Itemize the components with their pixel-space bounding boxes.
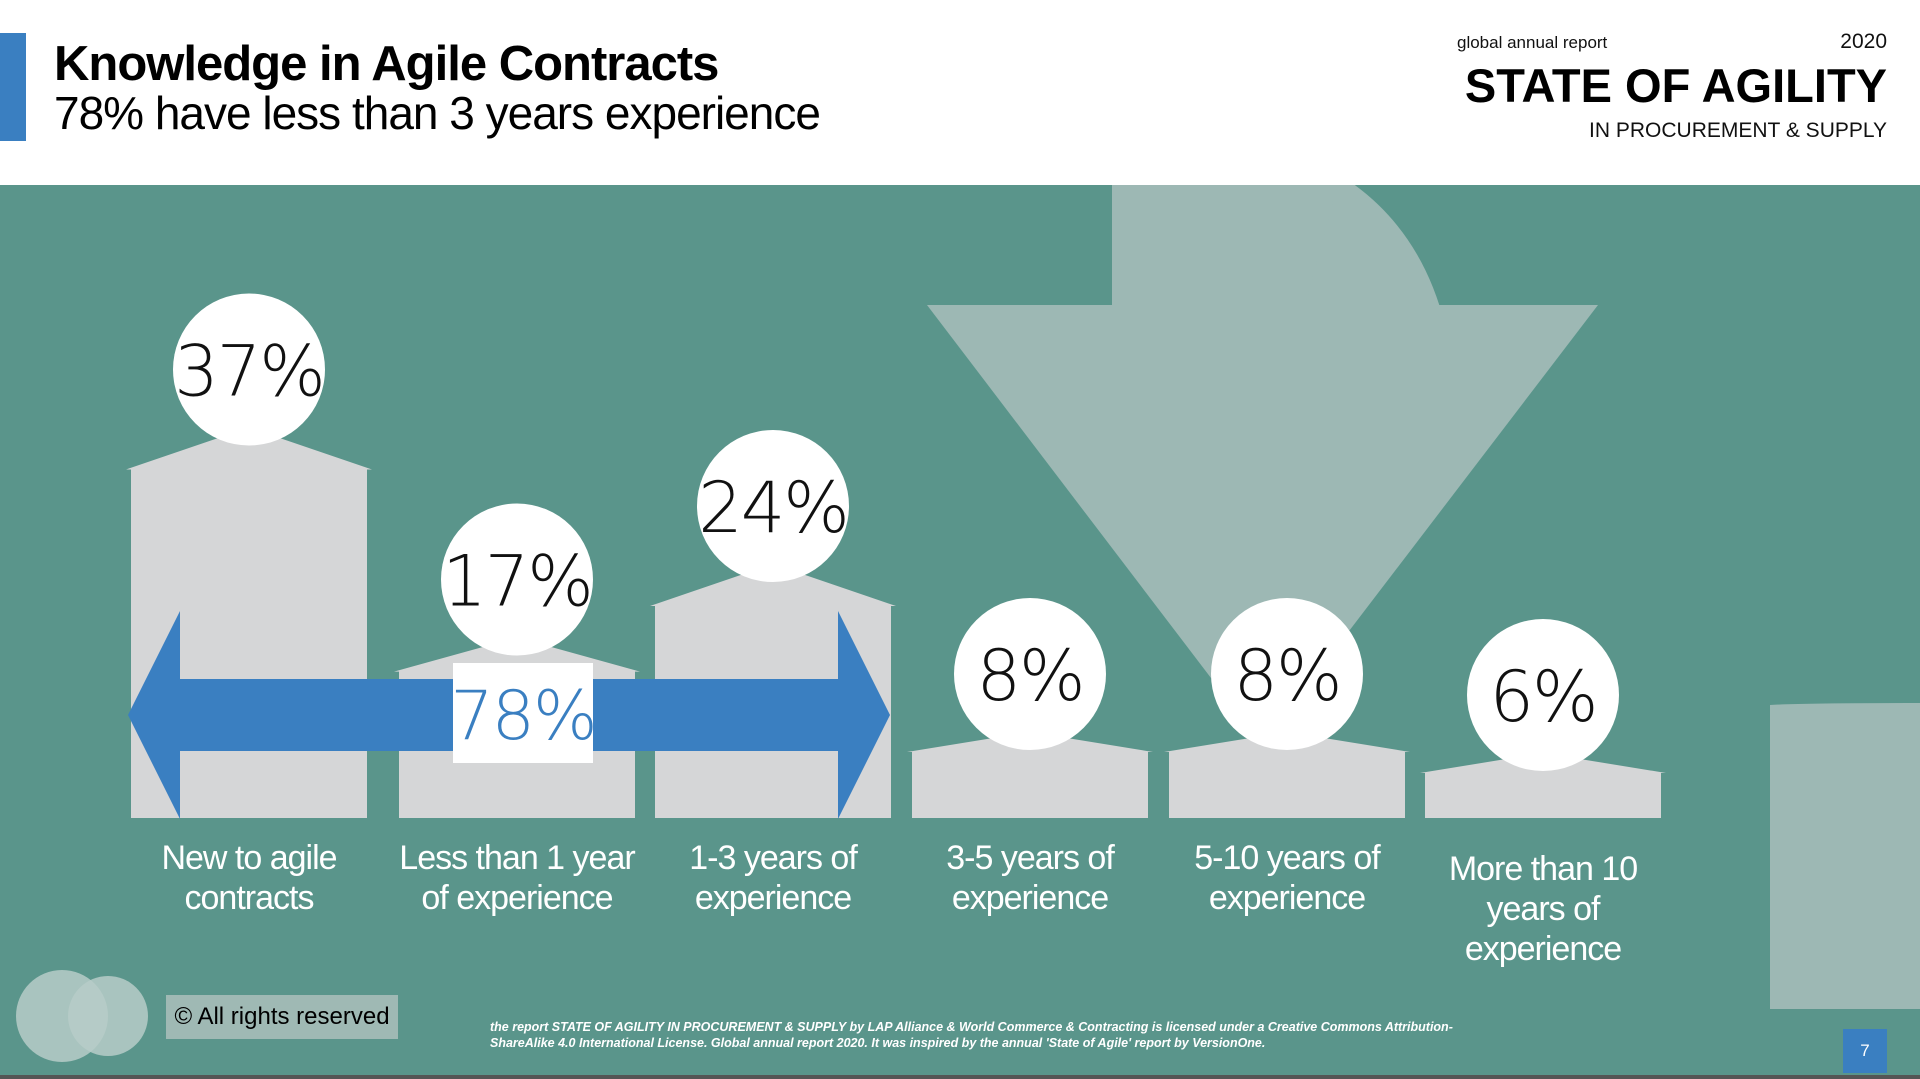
value-label-1: 17% bbox=[442, 541, 592, 623]
accent-bar bbox=[0, 33, 26, 141]
category-label-line: 1-3 years of bbox=[689, 839, 858, 877]
chart-panel: 37% 17% 24% 8% 8% 6% 78% bbox=[0, 185, 1920, 1079]
category-label-2: 1-3 years of experience bbox=[648, 838, 898, 918]
category-label-line: experience bbox=[694, 879, 852, 917]
category-label-line: experience bbox=[1208, 879, 1366, 917]
big-arrow-stem bbox=[1112, 185, 1340, 305]
category-label-line: experience bbox=[951, 879, 1109, 917]
category-label-line: 5-10 years of bbox=[1194, 839, 1380, 877]
chart: 37% 17% 24% 8% 8% 6% 78% bbox=[16, 185, 1920, 1062]
header: Knowledge in Agile Contracts 78% have le… bbox=[0, 0, 1920, 185]
report-subtitle: IN PROCUREMENT & SUPPLY bbox=[1589, 119, 1887, 142]
big-arrow-head bbox=[927, 305, 1598, 745]
category-label-line: Less than 1 year bbox=[399, 839, 635, 877]
annotation-box bbox=[453, 663, 593, 763]
logo-circle-right bbox=[68, 976, 148, 1056]
category-label-4: 5-10 years of experience bbox=[1162, 838, 1412, 918]
category-label-5: More than 10 years of experience bbox=[1418, 849, 1668, 969]
page-number: 7 bbox=[1843, 1029, 1887, 1073]
category-label-line: of experience bbox=[421, 879, 613, 917]
category-label-1: Less than 1 year of experience bbox=[392, 838, 642, 918]
side-arrow-shape bbox=[1770, 703, 1920, 1009]
category-label-line: New to agile bbox=[161, 839, 337, 877]
value-circle-4 bbox=[1211, 598, 1363, 750]
bar-3 bbox=[907, 732, 1153, 818]
category-label-line: 3-5 years of bbox=[946, 839, 1115, 877]
value-label-3: 8% bbox=[976, 635, 1083, 717]
value-circle-5 bbox=[1467, 619, 1619, 771]
license-text: the report STATE OF AGILITY IN PROCUREME… bbox=[490, 1020, 1453, 1050]
report-year: 2020 bbox=[1840, 30, 1887, 53]
annotation-label: 78% bbox=[450, 677, 595, 756]
category-label-3: 3-5 years of experience bbox=[905, 838, 1155, 918]
bottom-divider bbox=[0, 1075, 1920, 1079]
value-circle-1 bbox=[441, 503, 593, 656]
category-label-line: More than 10 bbox=[1448, 850, 1638, 888]
category-label-line: contracts bbox=[184, 879, 315, 917]
bar-4 bbox=[1164, 732, 1410, 818]
report-caption: global annual report bbox=[1457, 33, 1608, 52]
value-circle-0 bbox=[173, 293, 325, 446]
rights-badge: © All rights reserved bbox=[166, 995, 398, 1039]
value-circle-2 bbox=[697, 430, 849, 582]
page-subtitle: 78% have less than 3 years experience bbox=[54, 87, 821, 139]
value-label-4: 8% bbox=[1233, 635, 1340, 717]
value-label-0: 37% bbox=[174, 331, 324, 413]
big-arrow-curve bbox=[1300, 185, 1445, 325]
report-title: STATE OF AGILITY bbox=[1464, 59, 1887, 112]
bar-5 bbox=[1420, 753, 1666, 818]
value-label-5: 6% bbox=[1489, 656, 1596, 738]
value-circle-3 bbox=[954, 598, 1106, 750]
category-label-line: experience bbox=[1464, 930, 1622, 968]
category-label-0: New to agile contracts bbox=[124, 838, 374, 918]
category-label-line: years of bbox=[1486, 890, 1601, 928]
value-label-2: 24% bbox=[698, 467, 848, 549]
page-title: Knowledge in Agile Contracts bbox=[54, 37, 719, 91]
